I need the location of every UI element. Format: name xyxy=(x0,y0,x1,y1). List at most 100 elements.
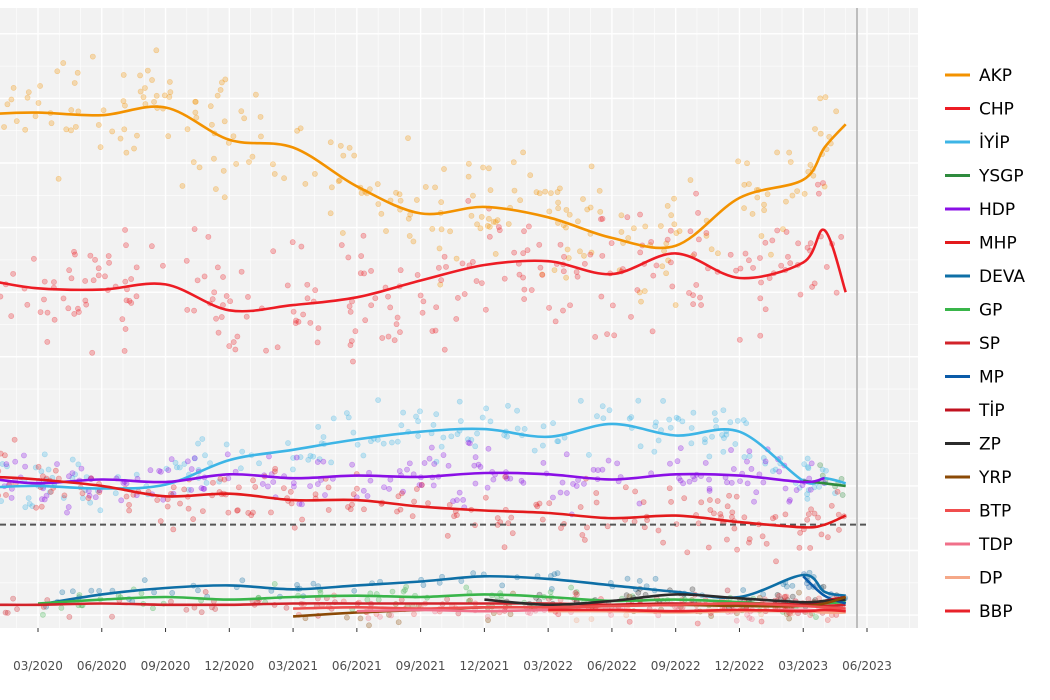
poll-point xyxy=(516,271,523,278)
poll-point xyxy=(4,609,11,616)
poll-point xyxy=(87,499,94,506)
poll-point xyxy=(628,313,634,320)
poll-point xyxy=(315,325,322,332)
poll-point xyxy=(478,280,485,286)
poll-point xyxy=(579,532,586,538)
poll-point xyxy=(509,530,516,537)
poll-point xyxy=(398,490,405,497)
poll-point xyxy=(388,612,395,619)
poll-point xyxy=(456,398,463,405)
poll-point xyxy=(688,425,695,431)
legend-label: TİP xyxy=(978,400,1005,421)
poll-point xyxy=(429,328,436,334)
poll-point xyxy=(560,268,567,275)
poll-point xyxy=(396,468,403,474)
poll-point xyxy=(339,230,346,236)
poll-point xyxy=(628,414,635,420)
poll-point xyxy=(413,413,419,420)
poll-point xyxy=(623,612,630,619)
poll-point xyxy=(45,466,52,473)
poll-point xyxy=(715,250,721,257)
poll-point xyxy=(393,321,400,328)
poll-point xyxy=(599,466,606,473)
trend-line xyxy=(37,573,846,607)
poll-point xyxy=(95,272,102,279)
poll-point xyxy=(211,289,218,296)
poll-point xyxy=(441,346,448,353)
poll-point xyxy=(668,212,675,219)
poll-point xyxy=(573,483,580,489)
poll-point xyxy=(193,114,200,121)
poll-point xyxy=(161,92,168,99)
poll-point xyxy=(561,253,567,260)
poll-point xyxy=(429,226,436,232)
poll-point xyxy=(730,466,737,472)
poll-point xyxy=(592,334,599,340)
poll-point xyxy=(573,591,580,598)
poll-point xyxy=(794,188,801,194)
poll-point xyxy=(230,339,237,345)
poll-point xyxy=(74,69,81,76)
poll-point xyxy=(307,319,314,326)
poll-point xyxy=(105,253,112,259)
poll-point xyxy=(14,606,20,613)
x-tick-label: 12/2021 xyxy=(459,659,509,673)
poll-point xyxy=(55,175,62,182)
poll-point xyxy=(415,418,422,425)
poll-point xyxy=(391,337,398,344)
poll-point xyxy=(740,587,747,593)
poll-point xyxy=(292,320,299,327)
poll-point xyxy=(490,476,497,483)
poll-point xyxy=(450,498,456,505)
poll-point xyxy=(157,468,164,475)
poll-point xyxy=(304,281,311,288)
poll-point xyxy=(805,465,812,472)
poll-point xyxy=(109,613,115,620)
poll-point xyxy=(499,582,506,589)
poll-point xyxy=(634,287,641,293)
poll-point xyxy=(672,302,679,308)
poll-point xyxy=(742,250,749,257)
poll-point xyxy=(484,484,491,491)
poll-point xyxy=(783,593,790,600)
poll-point xyxy=(757,255,763,261)
poll-point xyxy=(632,488,639,495)
poll-point xyxy=(587,251,594,258)
poll-point xyxy=(485,445,492,452)
poll-point xyxy=(748,465,755,472)
poll-point xyxy=(265,483,271,490)
poll-point xyxy=(233,161,240,167)
poll-point xyxy=(137,72,143,79)
poll-point xyxy=(577,248,583,255)
poll-point xyxy=(706,487,713,494)
poll-point xyxy=(406,460,413,467)
poll-point xyxy=(564,490,570,496)
poll-point xyxy=(604,331,610,338)
poll-point xyxy=(584,524,590,531)
poll-point xyxy=(10,270,17,277)
poll-point xyxy=(527,172,534,179)
poll-point xyxy=(557,241,564,248)
poll-point xyxy=(465,436,471,443)
poll-point xyxy=(72,251,78,258)
poll-point xyxy=(805,464,811,470)
poll-point xyxy=(789,192,796,199)
poll-point xyxy=(820,180,826,186)
poll-point xyxy=(13,118,20,125)
poll-point xyxy=(472,454,479,461)
poll-point xyxy=(815,190,822,197)
poll-point xyxy=(179,183,186,189)
poll-point xyxy=(494,515,501,521)
poll-point xyxy=(599,403,606,410)
x-tick-label: 06/2023 xyxy=(842,659,892,673)
poll-point xyxy=(198,609,205,616)
poll-point xyxy=(720,407,727,414)
poll-point xyxy=(177,500,183,507)
poll-point xyxy=(96,587,103,594)
poll-point xyxy=(652,423,659,430)
poll-point xyxy=(345,414,352,421)
poll-point xyxy=(68,127,74,134)
poll-point xyxy=(636,289,643,296)
legend-label: BBP xyxy=(979,602,1013,622)
